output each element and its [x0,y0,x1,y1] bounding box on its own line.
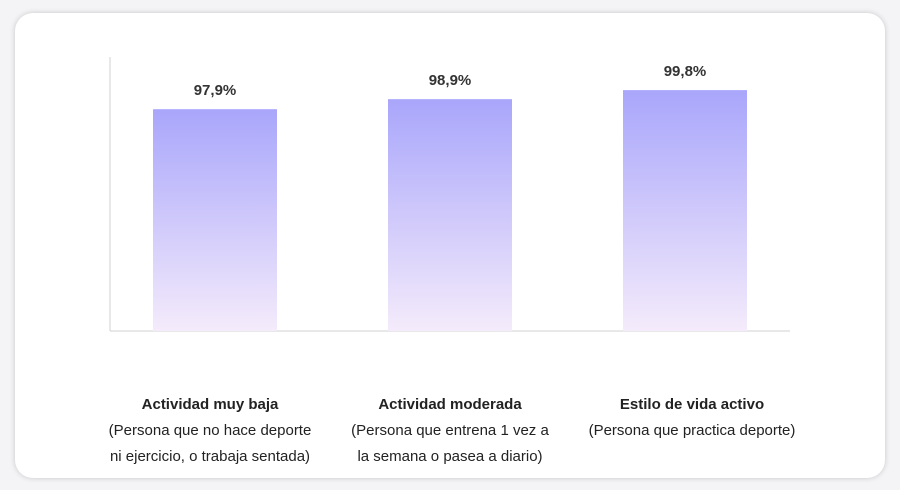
data-label-1: 98,9% [429,72,472,89]
category-desc: (Persona que no hace deporte [108,422,312,439]
category-label-0: Actividad muy baja (Persona que no hace … [90,392,330,470]
data-label-0: 97,9% [194,82,237,99]
category-desc: (Persona que entrena 1 vez a [351,422,549,439]
category-label-1: Actividad moderada (Persona que entrena … [330,392,570,470]
category-label-2: Estilo de vida activo (Persona que pract… [572,392,812,444]
category-title: Estilo de vida activo [619,396,765,413]
category-title: Actividad moderada [378,396,522,413]
bar-0 [153,109,277,331]
category-desc: (Persona que practica deporte) [588,422,796,439]
category-title: Actividad muy baja [141,396,279,413]
category-desc: ni ejercicio, o trabaja sentada) [109,448,311,465]
category-desc: la semana o pasea a diario) [357,448,543,465]
data-label-2: 99,8% [664,63,707,80]
bar-2 [623,90,747,331]
bar-1 [388,99,512,332]
